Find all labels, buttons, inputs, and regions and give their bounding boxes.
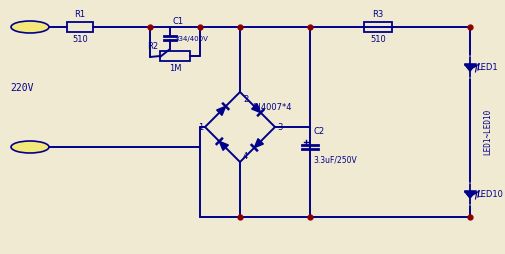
Text: 510: 510 [370, 35, 386, 44]
Text: 1: 1 [198, 123, 203, 132]
Ellipse shape [11, 141, 49, 153]
Text: 334/400V: 334/400V [174, 36, 208, 42]
Polygon shape [465, 65, 475, 72]
Text: 3: 3 [277, 123, 282, 132]
Text: 510: 510 [72, 35, 88, 44]
Bar [67, 23, 93, 33]
Polygon shape [251, 104, 261, 113]
Text: C1: C1 [172, 17, 183, 26]
Text: IN4007*4: IN4007*4 [252, 103, 291, 112]
Polygon shape [255, 139, 264, 148]
Text: R3: R3 [372, 10, 384, 19]
Polygon shape [219, 142, 228, 151]
Bar [160, 52, 190, 62]
Text: 3.3uF/250V: 3.3uF/250V [313, 155, 357, 164]
Text: 4: 4 [243, 151, 248, 160]
Text: 2: 2 [243, 95, 248, 104]
Text: LED1~LED10: LED1~LED10 [483, 108, 492, 154]
Text: LED10: LED10 [476, 190, 503, 199]
Text: 220V: 220V [10, 83, 33, 93]
Text: LED1: LED1 [476, 63, 497, 72]
Bar [364, 23, 392, 33]
Ellipse shape [11, 22, 49, 34]
Text: R1: R1 [74, 10, 85, 19]
Text: C2: C2 [313, 126, 324, 135]
Text: R2: R2 [147, 42, 158, 51]
Polygon shape [465, 192, 475, 198]
Polygon shape [217, 107, 226, 116]
Text: 1M: 1M [169, 64, 181, 73]
